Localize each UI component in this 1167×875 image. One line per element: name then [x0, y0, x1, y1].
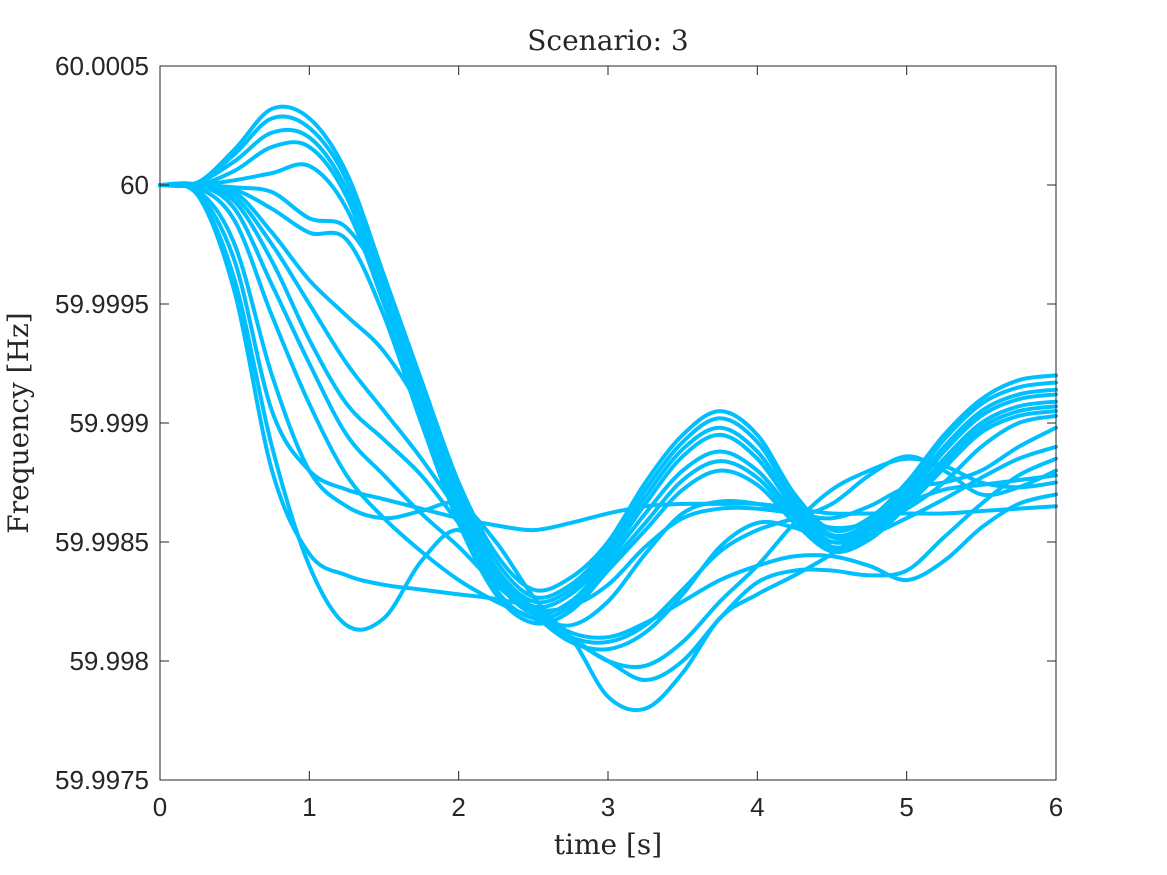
y-tick-label-4: 59.9995 — [55, 289, 149, 319]
y-tick-label-3: 59.999 — [69, 408, 149, 438]
x-tick-label-1: 1 — [302, 792, 316, 822]
x-tick-label-2: 2 — [451, 792, 465, 822]
x-tick-label-6: 6 — [1049, 792, 1063, 822]
series-line-8 — [158, 182, 1058, 628]
y-tick-label-0: 59.9975 — [55, 765, 149, 795]
y-tick-labels: 59.9975 59.998 59.9985 59.999 59.9995 60 60.00… — [55, 51, 149, 795]
series-line-11 — [158, 181, 1058, 645]
x-tick-labels: 0 1 2 3 4 5 6 — [153, 792, 1063, 822]
series-line-14 — [158, 182, 1058, 533]
x-tick-label-3: 3 — [601, 792, 615, 822]
series-line-15 — [158, 182, 1058, 640]
series-line-16 — [158, 181, 1058, 713]
y-tick-label-6: 60.0005 — [55, 51, 149, 81]
series-line-3 — [158, 127, 1058, 605]
series-line-2 — [158, 114, 1058, 600]
axis-ticks — [159, 65, 1057, 781]
series-line-9 — [158, 182, 1058, 613]
y-tick-label-1: 59.998 — [69, 646, 149, 676]
x-axis-label: time [s] — [554, 828, 662, 861]
y-axis-label: Frequency [Hz] — [2, 312, 35, 533]
series-line-13 — [158, 181, 1058, 683]
chart-title: Scenario: 3 — [527, 24, 689, 57]
y-tick-label-2: 59.9985 — [55, 527, 149, 557]
y-tick-label-5: 60 — [120, 170, 149, 200]
series-line-4 — [158, 140, 1058, 610]
x-tick-label-5: 5 — [899, 792, 913, 822]
series-line-10 — [158, 181, 1058, 652]
series-group — [158, 104, 1058, 713]
x-tick-label-0: 0 — [153, 792, 167, 822]
x-tick-label-4: 4 — [750, 792, 764, 822]
